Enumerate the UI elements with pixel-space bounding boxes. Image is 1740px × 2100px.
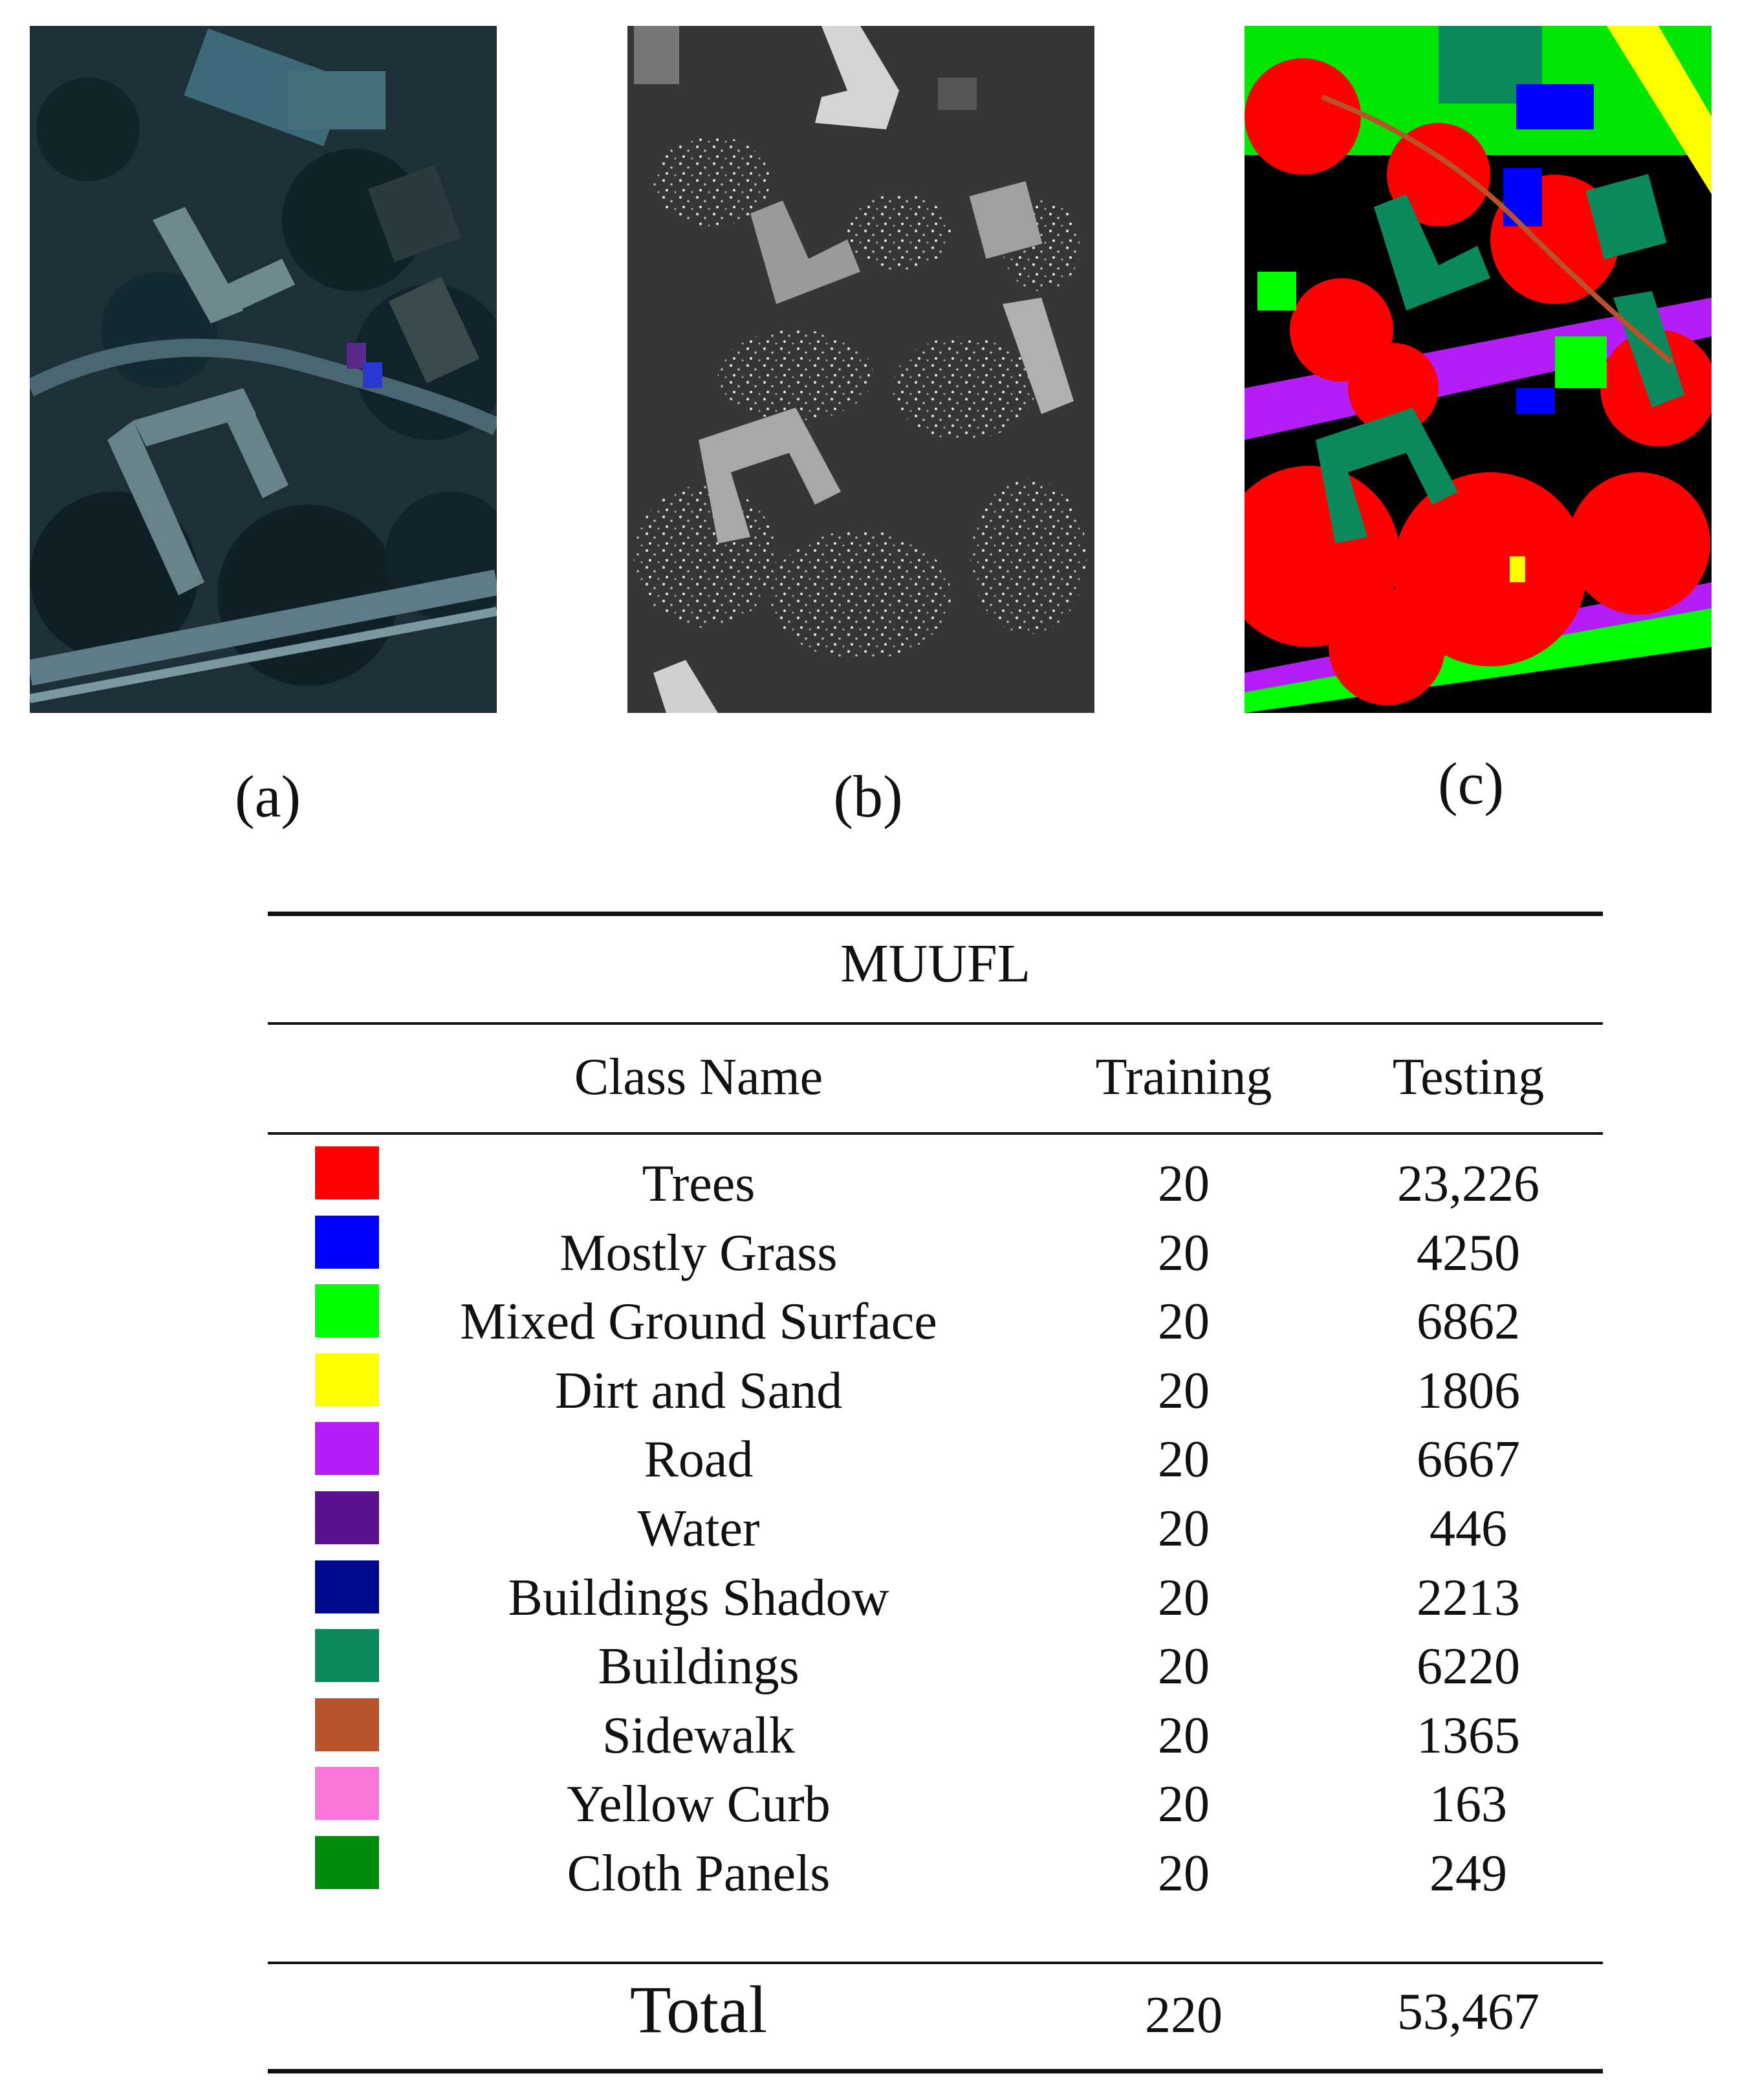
training-count-cell: 20 — [1158, 1638, 1210, 1695]
class-color-swatch — [315, 1146, 379, 1199]
class-name-cell: Yellow Curb — [567, 1776, 831, 1833]
training-count-cell: 20 — [1158, 1845, 1210, 1902]
training-count-cell: 20 — [1158, 1293, 1210, 1350]
training-count-cell: 20 — [1158, 1570, 1210, 1626]
total-training: 220 — [1145, 1987, 1223, 2044]
training-count-cell: 20 — [1158, 1225, 1210, 1282]
header-class-name: Class Name — [574, 1049, 823, 1106]
class-color-swatch — [315, 1422, 379, 1475]
testing-count-cell: 6220 — [1417, 1638, 1520, 1695]
testing-count-cell: 249 — [1430, 1845, 1507, 1902]
testing-count-cell: 23,226 — [1397, 1155, 1539, 1212]
class-name-cell: Road — [644, 1431, 754, 1488]
table-total-rule — [268, 1962, 1603, 1964]
testing-count-cell: 6862 — [1417, 1293, 1520, 1350]
lidar-image — [627, 26, 1094, 713]
class-name-cell: Dirt and Sand — [554, 1362, 843, 1419]
ground-truth-map — [1245, 26, 1712, 713]
hyperspectral-image — [30, 26, 497, 713]
class-color-swatch — [315, 1353, 379, 1406]
header-testing: Testing — [1392, 1049, 1545, 1106]
class-color-swatch — [315, 1560, 379, 1613]
class-name-cell: Buildings — [598, 1638, 799, 1695]
training-count-cell: 20 — [1158, 1155, 1210, 1212]
class-color-swatch — [315, 1698, 379, 1751]
total-label: Total — [629, 1973, 768, 2047]
header-training: Training — [1095, 1049, 1272, 1106]
training-count-cell: 20 — [1158, 1500, 1210, 1557]
subfigure-label-c: (c) — [1437, 750, 1505, 816]
training-count-cell: 20 — [1158, 1707, 1210, 1764]
class-color-swatch — [315, 1216, 379, 1269]
class-color-swatch — [315, 1629, 379, 1682]
class-color-swatch — [315, 1836, 379, 1889]
table-bottom-rule — [268, 2069, 1603, 2073]
testing-count-cell: 1365 — [1417, 1707, 1520, 1764]
class-color-swatch — [315, 1491, 379, 1544]
testing-count-cell: 4250 — [1417, 1225, 1520, 1282]
testing-count-cell: 2213 — [1417, 1570, 1520, 1626]
class-name-cell: Water — [637, 1500, 760, 1557]
class-name-cell: Mostly Grass — [560, 1225, 838, 1282]
testing-count-cell: 163 — [1430, 1776, 1507, 1833]
class-name-cell: Buildings Shadow — [508, 1570, 889, 1626]
table-title-rule — [268, 1022, 1603, 1025]
class-name-cell: Cloth Panels — [567, 1845, 831, 1902]
testing-count-cell: 1806 — [1417, 1362, 1520, 1419]
table-top-rule — [268, 912, 1603, 916]
total-testing: 53,467 — [1397, 1984, 1539, 2040]
class-name-cell: Trees — [642, 1155, 756, 1212]
class-color-swatch — [315, 1284, 379, 1337]
class-color-swatch — [315, 1767, 379, 1820]
training-count-cell: 20 — [1158, 1431, 1210, 1488]
subfigure-label-b: (b) — [833, 763, 903, 829]
class-name-cell: Sidewalk — [602, 1707, 795, 1764]
training-count-cell: 20 — [1158, 1776, 1210, 1833]
table-title: MUUFL — [840, 934, 1031, 994]
table-header-rule — [268, 1132, 1603, 1135]
subfigure-label-a: (a) — [234, 763, 301, 829]
testing-count-cell: 6667 — [1417, 1431, 1520, 1488]
class-name-cell: Mixed Ground Surface — [460, 1293, 937, 1350]
testing-count-cell: 446 — [1430, 1500, 1507, 1557]
training-count-cell: 20 — [1158, 1362, 1210, 1419]
